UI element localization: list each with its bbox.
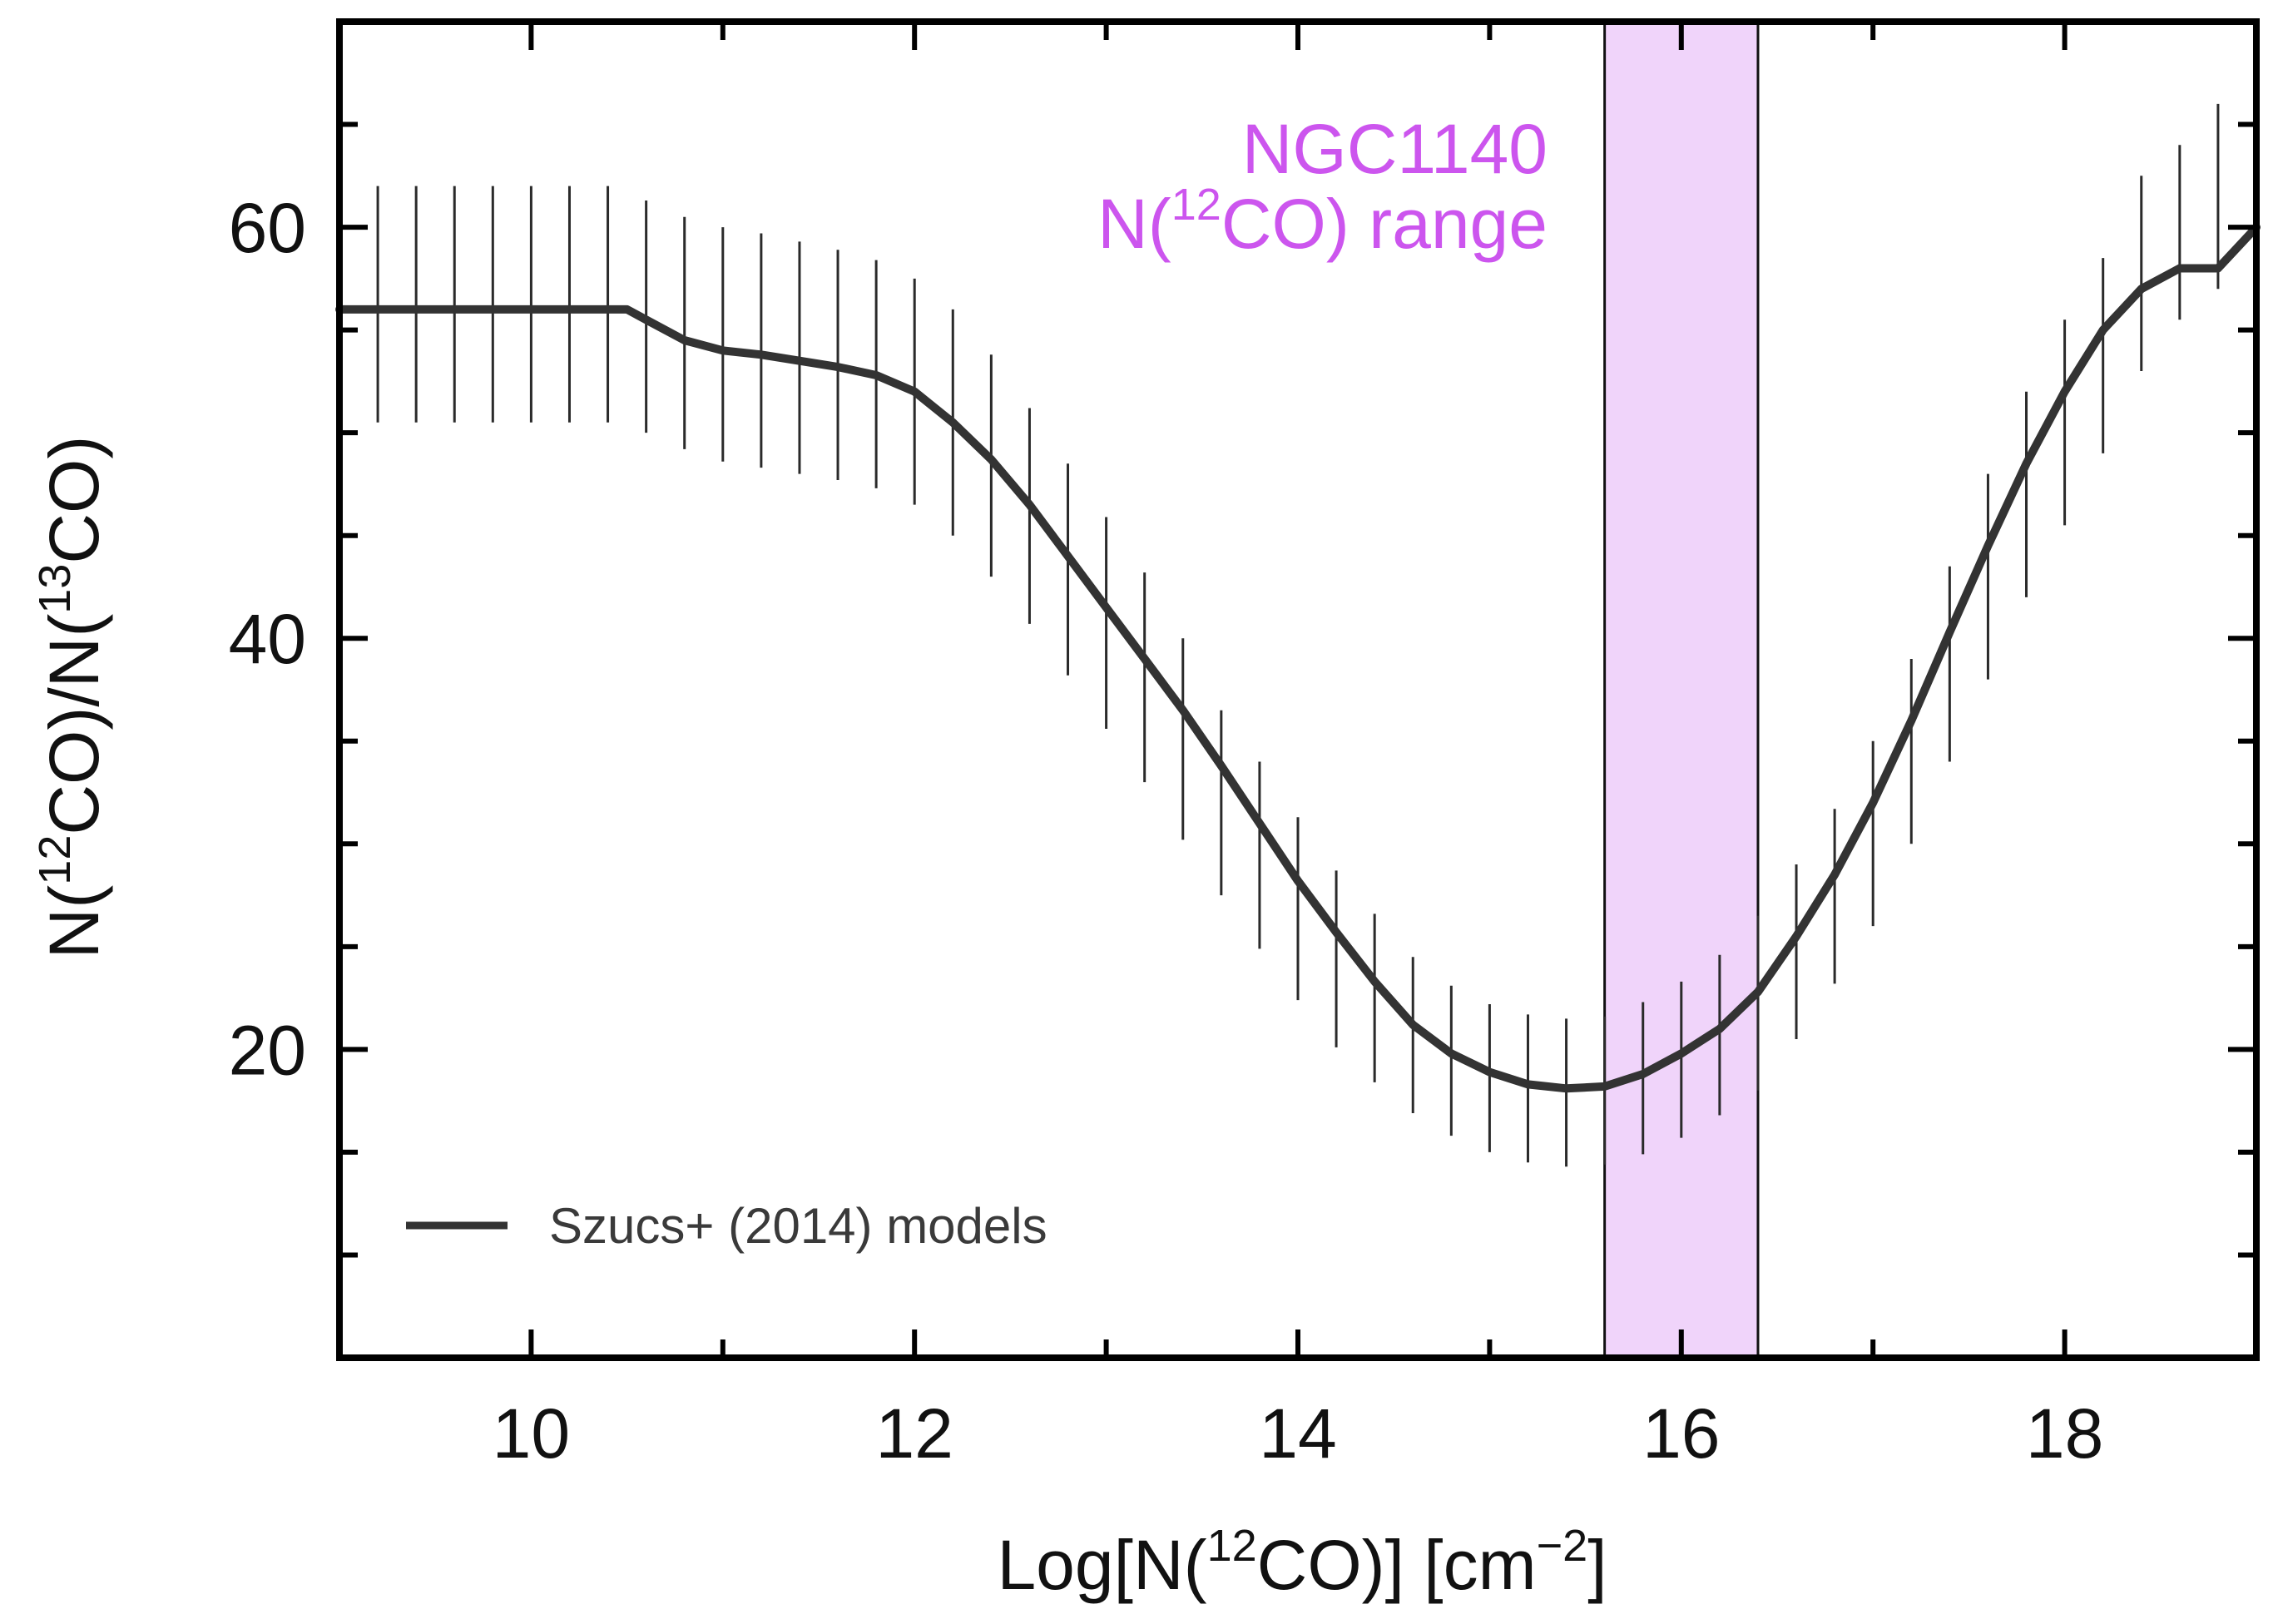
annot-line2-part3: CO) range [1221, 185, 1548, 263]
y-tick-label: 60 [229, 189, 306, 267]
x-tick-label: 10 [493, 1394, 570, 1473]
x-tick-label: 12 [875, 1394, 953, 1473]
series-line-layer [335, 223, 2261, 1093]
x-tick-label: 14 [1259, 1394, 1336, 1473]
x-title-part3: CO)] [cm [1257, 1526, 1537, 1604]
x-title-part1: Log[N( [997, 1526, 1206, 1604]
x-title-sup1: 12 [1207, 1521, 1257, 1571]
axes-layer: 10 12 14 16 18 20 40 60 [229, 18, 2260, 1473]
y-title-part3: CO)/N( [35, 614, 113, 835]
y-title-part1: N( [35, 885, 113, 959]
errorbar-layer [376, 103, 2220, 1167]
shaded-range-label-line1: NGC1140 [1242, 110, 1548, 188]
y-title-sup1: 12 [30, 835, 80, 885]
x-tick-label: 16 [1642, 1394, 1720, 1473]
y-title-sup2: 13 [30, 564, 80, 614]
x-title-sup2: −2 [1537, 1521, 1588, 1571]
y-title-part5: CO) [35, 436, 113, 564]
y-axis-title: N(12CO)/N(13CO) [30, 436, 113, 959]
x-axis-title: Log[N(12CO)] [cm−2] [997, 1521, 1607, 1604]
annot-line2-sup: 12 [1171, 180, 1221, 230]
x-tick-label: 18 [2026, 1394, 2103, 1473]
shaded-range-layer [1603, 20, 1760, 1359]
legend: Szucs+ (2014) models [406, 1198, 1047, 1254]
y-tick-label: 20 [229, 1011, 306, 1089]
x-title-part5: ] [1587, 1526, 1607, 1604]
legend-label: Szucs+ (2014) models [549, 1198, 1047, 1254]
y-tick-label: 40 [229, 600, 306, 678]
series-line [335, 223, 2261, 1093]
shaded-range-label-line2: N(12CO) range [1097, 180, 1548, 263]
shaded-range-rect [1603, 20, 1760, 1359]
annot-line2-part1: N( [1097, 185, 1171, 263]
